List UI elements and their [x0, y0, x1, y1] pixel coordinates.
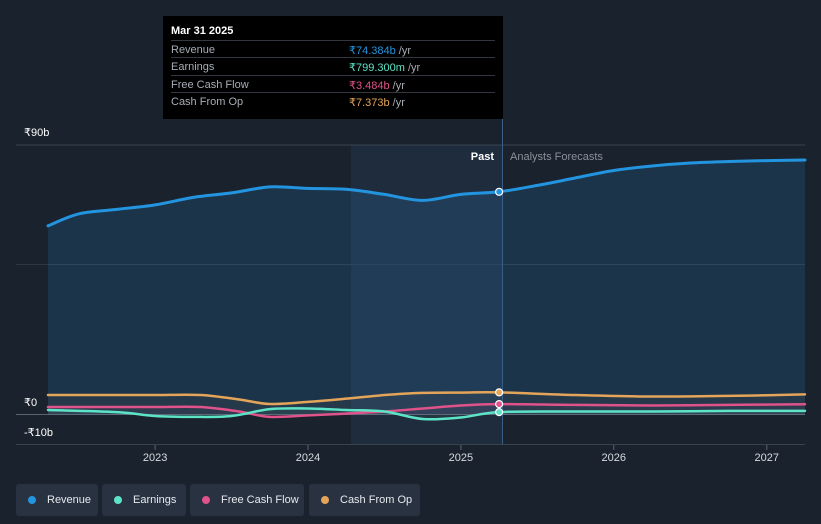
- cash-from-op-dot-icon: [321, 496, 329, 504]
- past-region-highlight: [351, 145, 503, 444]
- tooltip: Mar 31 2025 Revenue ₹74.384b/yr Earnings…: [163, 16, 503, 119]
- tooltip-row-revenue: Revenue ₹74.384b/yr: [171, 40, 495, 58]
- tooltip-label: Revenue: [171, 44, 216, 56]
- tooltip-row-cash-from-op: Cash From Op ₹7.373b/yr: [171, 92, 495, 110]
- legend-item-earnings[interactable]: Earnings: [102, 484, 186, 516]
- tooltip-unit: /yr: [407, 62, 421, 74]
- revenue-line[interactable]: [46, 158, 807, 228]
- forecast-label: Analysts Forecasts: [510, 151, 603, 163]
- tooltip-value: ₹74.384b/yr: [349, 44, 411, 57]
- tooltip-value: ₹799.300m/yr: [349, 61, 420, 74]
- cash-from-op-line[interactable]: [46, 391, 807, 406]
- tooltip-value: ₹3.484b/yr: [349, 79, 405, 92]
- legend-label: Free Cash Flow: [221, 494, 299, 506]
- revenue-area: [48, 160, 805, 415]
- legend-item-revenue[interactable]: Revenue: [16, 484, 98, 516]
- legend-item-free-cash-flow[interactable]: Free Cash Flow: [190, 484, 304, 516]
- earnings-line[interactable]: [46, 407, 807, 421]
- tooltip-value-number: ₹7.373b: [349, 97, 390, 109]
- revenue-dot-icon: [28, 496, 36, 504]
- free-cash-flow-area: [48, 404, 805, 418]
- y-tick-top: ₹90b: [24, 127, 50, 139]
- y-tick-bottom: -₹10b: [24, 427, 54, 439]
- revenue-marker[interactable]: [495, 187, 504, 196]
- legend-label: Cash From Op: [340, 494, 413, 506]
- y-tick-zero: ₹0: [24, 397, 38, 409]
- earnings-area: [48, 408, 805, 420]
- legend-label: Revenue: [47, 494, 92, 506]
- legend-item-cash-from-op[interactable]: Cash From Op: [309, 484, 420, 516]
- chart-area: Past Analysts Forecasts 2023 2024 2025 2026…: [16, 16, 807, 464]
- cash-from-op-marker[interactable]: [495, 388, 504, 397]
- x-tick-label: 2023: [143, 452, 167, 464]
- tooltip-unit: /yr: [392, 80, 405, 92]
- past-label: Past: [471, 151, 495, 163]
- tooltip-date: Mar 31 2025: [171, 25, 234, 37]
- tooltip-value-number: ₹74.384b: [349, 45, 396, 57]
- free-cash-flow-line[interactable]: [46, 402, 807, 419]
- earnings-marker[interactable]: [495, 408, 504, 417]
- legend-label: Earnings: [133, 494, 177, 506]
- x-tick-label: 2025: [449, 452, 473, 464]
- tooltip-row-earnings: Earnings ₹799.300m/yr: [171, 57, 495, 75]
- tooltip-unit: /yr: [398, 45, 411, 57]
- x-tick-label: 2027: [755, 452, 779, 464]
- tooltip-value: ₹7.373b/yr: [349, 96, 405, 109]
- earnings-dot-icon: [114, 496, 122, 504]
- free-cash-flow-marker[interactable]: [495, 400, 504, 409]
- free-cash-flow-dot-icon: [202, 496, 210, 504]
- x-tick-label: 2024: [296, 452, 320, 464]
- cash-from-op-area: [48, 392, 805, 415]
- x-tick-label: 2026: [602, 452, 626, 464]
- tooltip-label: Earnings: [171, 61, 215, 73]
- tooltip-unit: /yr: [392, 97, 405, 109]
- tooltip-row-free-cash-flow: Free Cash Flow ₹3.484b/yr: [171, 75, 495, 93]
- tooltip-value-number: ₹799.300m: [349, 62, 405, 74]
- tooltip-label: Cash From Op: [171, 96, 244, 108]
- tooltip-label: Free Cash Flow: [171, 79, 249, 91]
- tooltip-value-number: ₹3.484b: [349, 80, 390, 92]
